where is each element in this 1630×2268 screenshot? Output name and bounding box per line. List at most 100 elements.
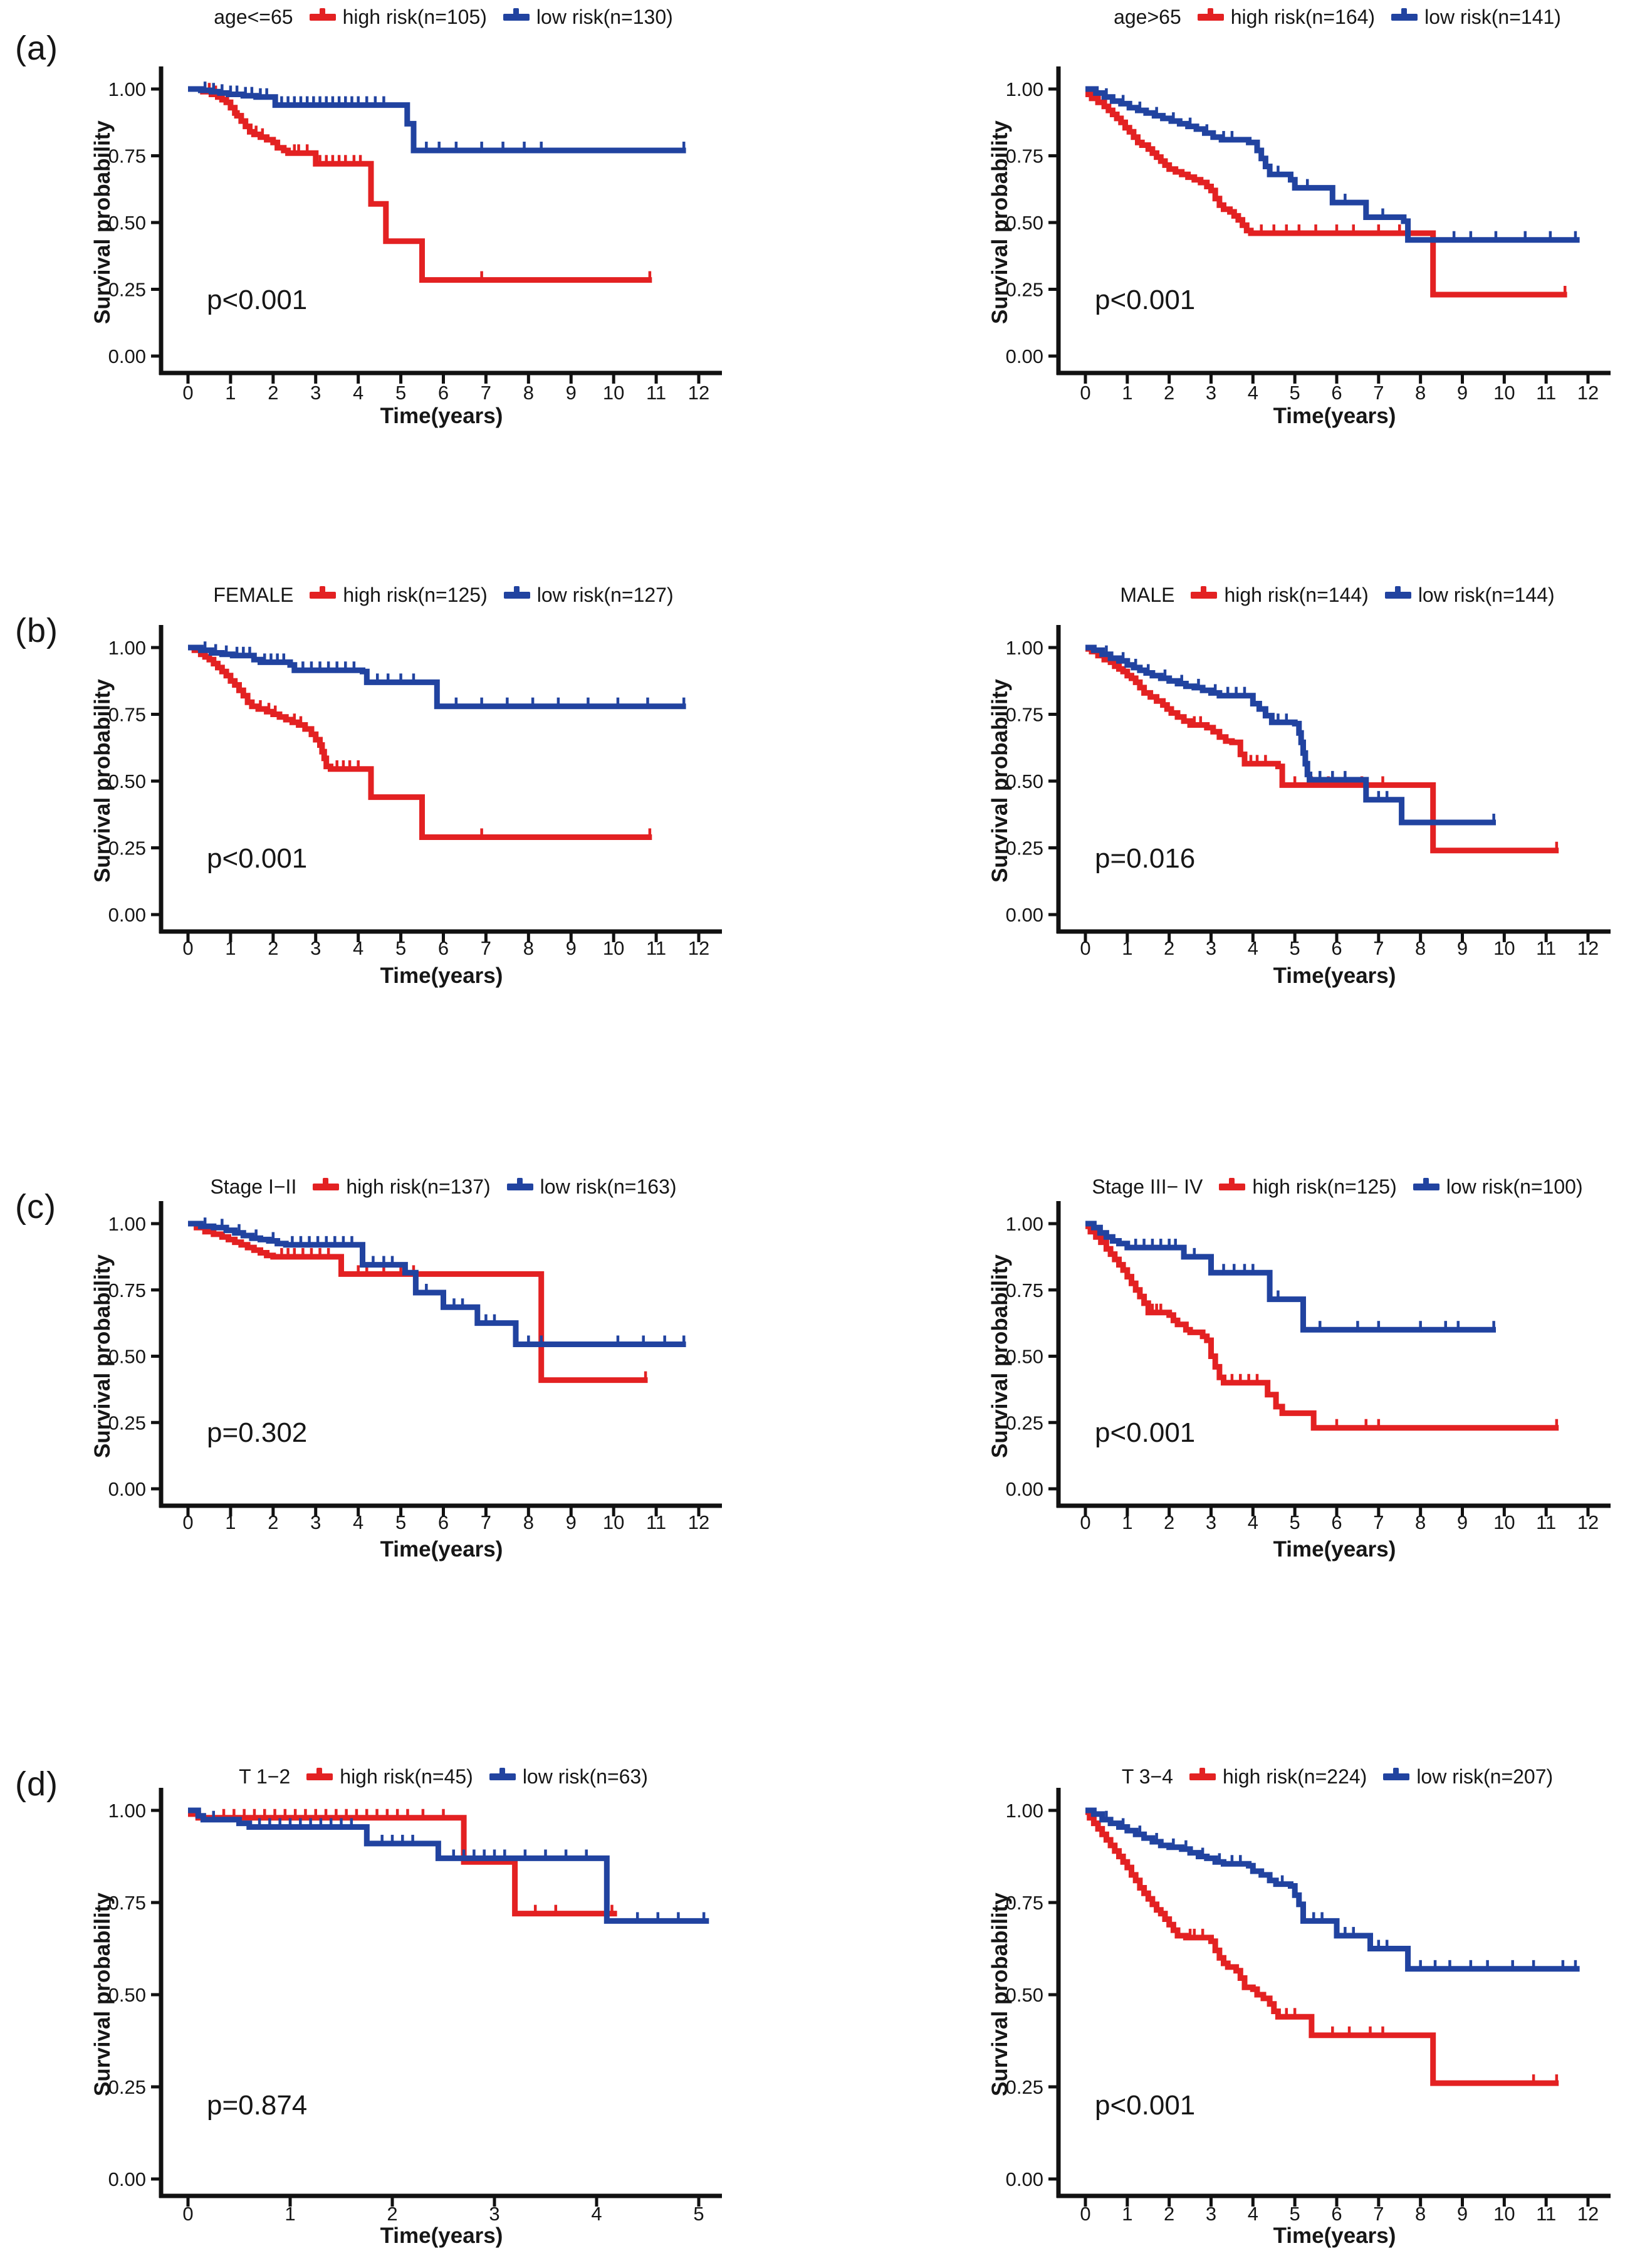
svg-text:3: 3 [1206, 1511, 1216, 1533]
svg-text:6: 6 [1331, 937, 1342, 959]
legend-high-label: high risk(n=125) [343, 584, 488, 606]
svg-text:0: 0 [1080, 2203, 1090, 2225]
svg-text:10: 10 [1493, 2203, 1515, 2225]
km-panel-female: (b) FEMALE high risk(n=125) low risk(n=1… [0, 567, 815, 1135]
low-risk-key-icon [503, 586, 530, 599]
svg-text:9: 9 [1457, 2203, 1468, 2225]
svg-text:11: 11 [1536, 2203, 1556, 2225]
svg-text:0.00: 0.00 [108, 345, 146, 367]
svg-text:0.50: 0.50 [1006, 1346, 1043, 1368]
svg-text:0.50: 0.50 [108, 212, 146, 234]
svg-text:0: 0 [182, 2203, 193, 2225]
svg-text:7: 7 [1373, 937, 1384, 959]
svg-text:11: 11 [646, 1511, 666, 1533]
survival-plot: 1.000.750.500.250.000 1 2 3 4 5 6 7 8 9 10 11 12 [1006, 1788, 1611, 2225]
svg-text:1.00: 1.00 [1006, 1213, 1043, 1235]
svg-text:5: 5 [395, 382, 406, 404]
low-risk-key-icon [1391, 8, 1418, 21]
legend-high-label: high risk(n=144) [1224, 584, 1369, 606]
svg-text:12: 12 [688, 1511, 709, 1533]
svg-text:8: 8 [523, 937, 534, 959]
svg-text:12: 12 [1577, 937, 1599, 959]
legend-low-label: low risk(n=63) [522, 1765, 648, 1788]
svg-text:5: 5 [395, 1511, 406, 1533]
svg-text:0.25: 0.25 [108, 1412, 146, 1434]
svg-text:0: 0 [182, 382, 193, 404]
svg-text:8: 8 [1415, 2203, 1426, 2225]
km-panel-stage-1-2: (c) Stage I−II high risk(n=137) low risk… [0, 1135, 815, 1702]
svg-text:2: 2 [1164, 937, 1174, 959]
svg-text:12: 12 [1577, 382, 1599, 404]
svg-text:10: 10 [1493, 937, 1515, 959]
svg-text:3: 3 [310, 937, 321, 959]
svg-text:1.00: 1.00 [1006, 78, 1043, 100]
svg-text:2: 2 [1164, 2203, 1174, 2225]
survival-plot: 1.000.750.500.250.000 1 2 3 4 5 6 7 8 9 10 11 12 [1006, 1201, 1611, 1533]
svg-text:2: 2 [1164, 1511, 1174, 1533]
legend-group-label: FEMALE [213, 584, 294, 606]
panel-letter: (c) [15, 1188, 56, 1226]
legend-high-label: high risk(n=224) [1222, 1765, 1367, 1788]
survival-plot: 1.000.750.500.250.000 1 2 3 4 5 6 7 8 9 10 11 12 [1006, 66, 1611, 404]
svg-text:12: 12 [688, 382, 709, 404]
x-axis-title: Time(years) [380, 2223, 503, 2248]
high-risk-key-icon [306, 1768, 333, 1780]
svg-text:0.50: 0.50 [108, 770, 146, 792]
svg-text:11: 11 [646, 937, 666, 959]
svg-text:10: 10 [603, 937, 624, 959]
svg-text:8: 8 [1415, 1511, 1426, 1533]
svg-text:0.75: 0.75 [1006, 1279, 1043, 1301]
x-axis-title: Time(years) [1273, 2223, 1396, 2248]
svg-text:0.00: 0.00 [1006, 904, 1043, 926]
svg-text:1: 1 [1122, 937, 1132, 959]
svg-text:1.00: 1.00 [1006, 1800, 1043, 1822]
legend-low-label: low risk(n=100) [1446, 1175, 1583, 1198]
svg-text:6: 6 [1331, 1511, 1342, 1533]
svg-text:1: 1 [1122, 2203, 1132, 2225]
survival-plot: 1.00 0.75 0.50 0.25 0.00 0 1 2 3 4 5 [108, 1788, 722, 2225]
svg-text:5: 5 [1290, 1511, 1300, 1533]
high-risk-key-icon [313, 1178, 340, 1190]
svg-text:7: 7 [481, 382, 491, 404]
svg-text:5: 5 [1290, 2203, 1300, 2225]
svg-text:5: 5 [1290, 937, 1300, 959]
svg-text:0: 0 [182, 1511, 193, 1533]
svg-text:7: 7 [1373, 2203, 1384, 2225]
svg-text:9: 9 [566, 937, 577, 959]
svg-text:0.00: 0.00 [1006, 345, 1043, 367]
km-panel-age-gt65: age>65 high risk(n=164) low risk(n=141) … [815, 0, 1629, 567]
legend-group-label: Stage I−II [210, 1175, 297, 1198]
svg-text:2: 2 [268, 1511, 278, 1533]
svg-text:4: 4 [591, 2203, 602, 2225]
legend: T 3−4 high risk(n=224) low risk(n=207) [1045, 1765, 1629, 1788]
legend-high-label: high risk(n=164) [1230, 6, 1376, 28]
svg-text:4: 4 [353, 382, 363, 404]
legend-low-label: low risk(n=207) [1416, 1765, 1554, 1788]
svg-text:0.25: 0.25 [1006, 837, 1043, 859]
km-panel-age-le65: (a) age<=65 high risk(n=105) low risk(n=… [0, 0, 815, 567]
legend: age<=65 high risk(n=105) low risk(n=130) [72, 6, 815, 29]
svg-text:0.50: 0.50 [108, 1346, 146, 1368]
svg-text:1: 1 [225, 382, 236, 404]
p-value: p<0.001 [1095, 2090, 1196, 2121]
svg-text:6: 6 [438, 382, 449, 404]
svg-text:0.75: 0.75 [1006, 704, 1043, 726]
legend-low-label: low risk(n=127) [536, 584, 674, 606]
svg-text:0.25: 0.25 [108, 837, 146, 859]
svg-text:1.00: 1.00 [108, 1213, 146, 1235]
svg-text:1: 1 [225, 1511, 236, 1533]
svg-text:4: 4 [353, 1511, 363, 1533]
svg-text:3: 3 [1206, 382, 1216, 404]
svg-text:10: 10 [1493, 382, 1515, 404]
high-risk-key-icon [1197, 8, 1224, 21]
svg-text:9: 9 [1457, 1511, 1468, 1533]
high-risk-key-icon [1189, 1768, 1216, 1780]
svg-text:0.00: 0.00 [108, 2168, 146, 2190]
svg-text:0.75: 0.75 [1006, 1892, 1043, 1914]
low-risk-key-icon [1383, 1768, 1410, 1780]
low-risk-key-icon [1384, 586, 1411, 599]
p-value: p<0.001 [1095, 1417, 1196, 1448]
low-risk-key-icon [489, 1768, 516, 1780]
svg-text:8: 8 [523, 382, 534, 404]
svg-text:5: 5 [395, 937, 406, 959]
